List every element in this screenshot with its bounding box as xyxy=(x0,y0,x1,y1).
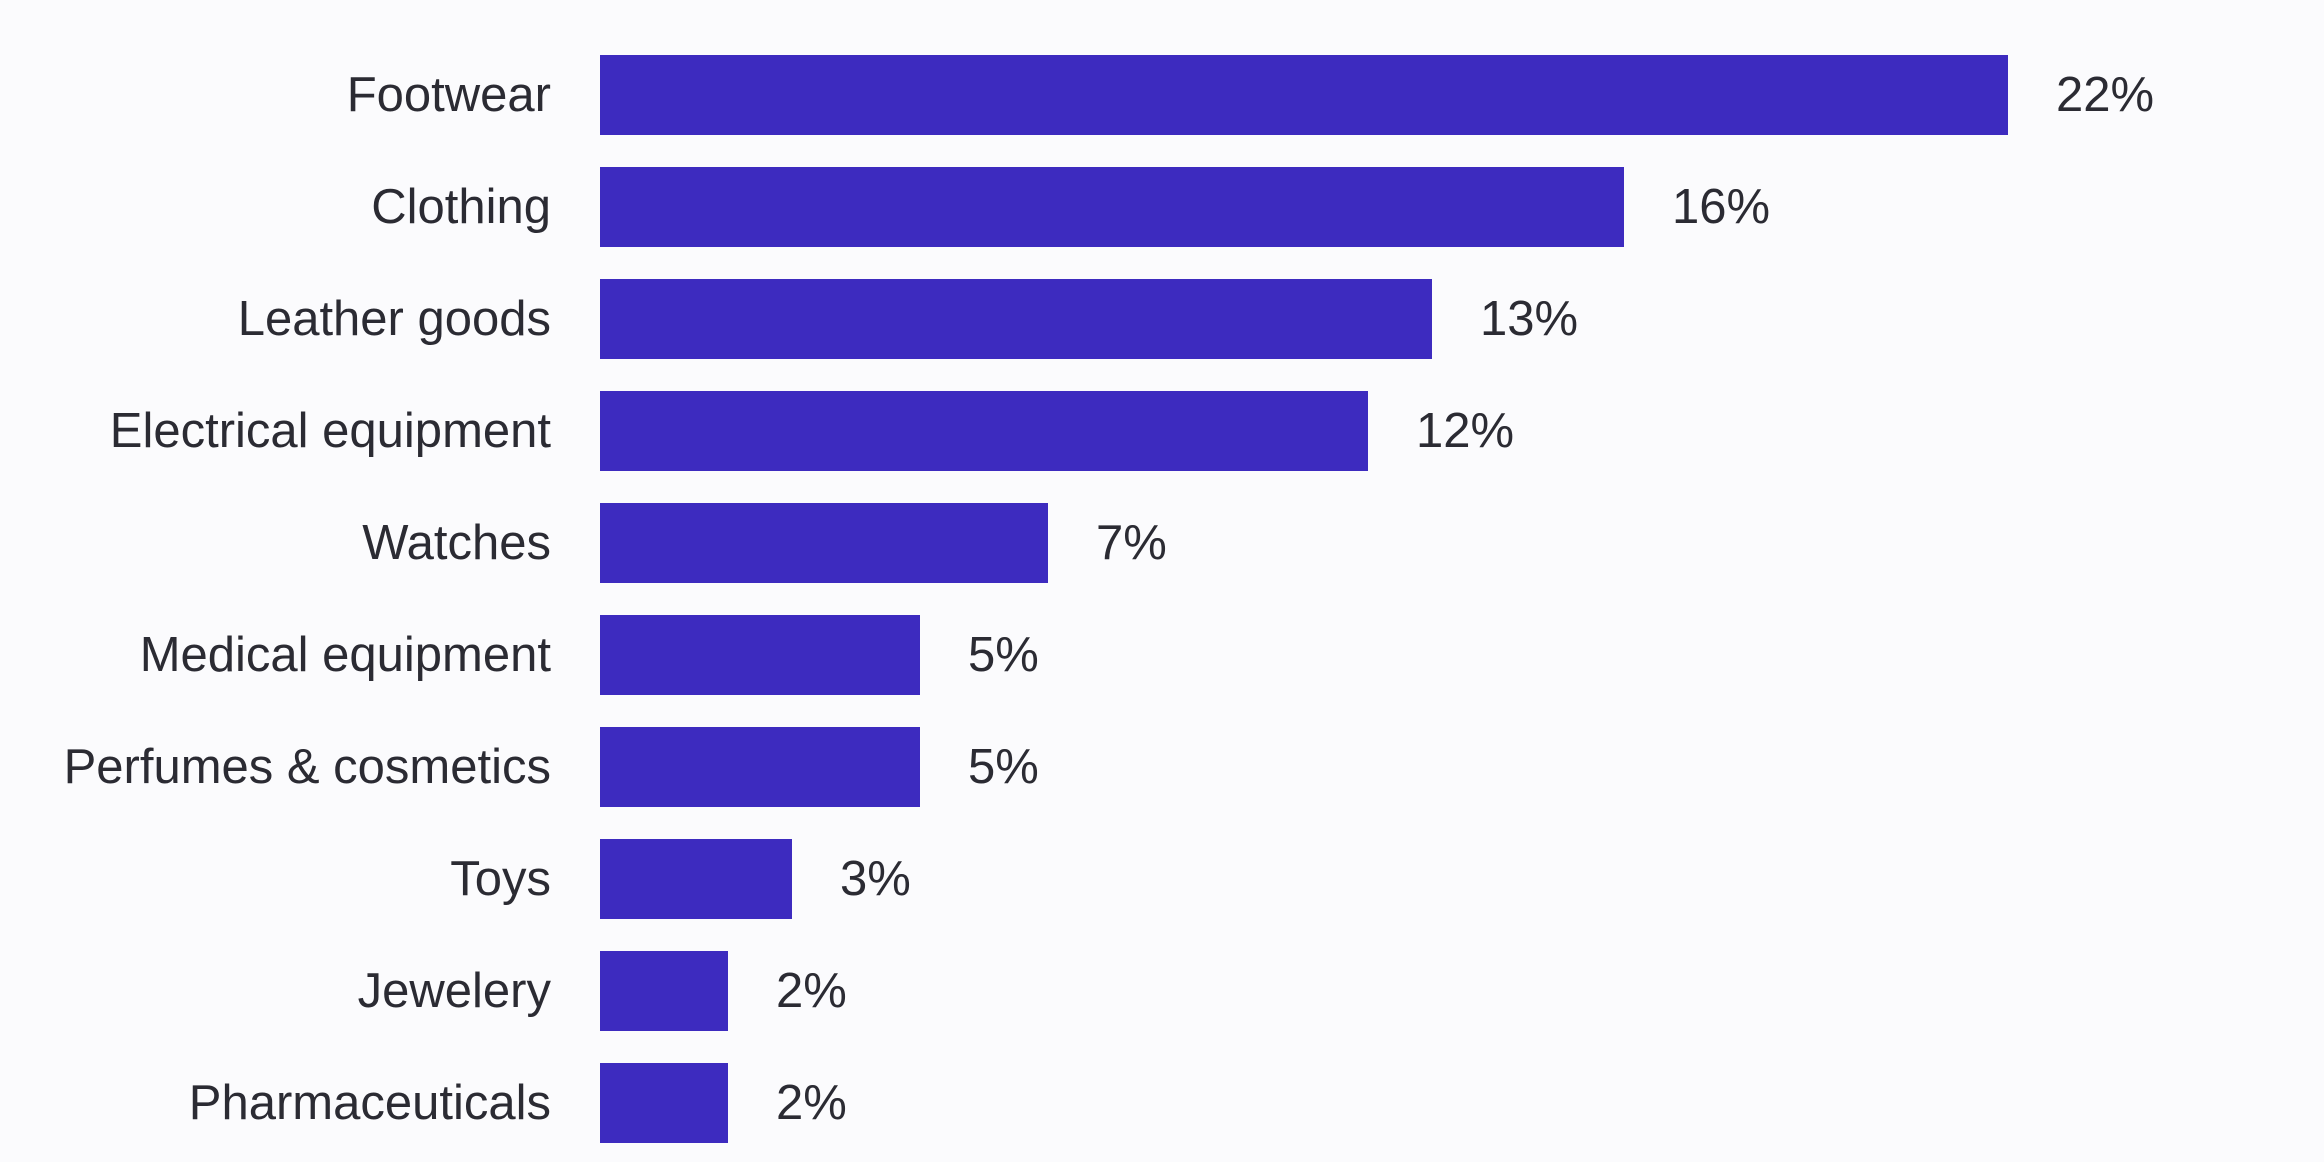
bar xyxy=(600,839,792,919)
category-label: Watches xyxy=(362,516,551,570)
value-label: 12% xyxy=(1416,404,1514,458)
category-label: Medical equipment xyxy=(140,628,552,682)
value-label: 16% xyxy=(1672,180,1770,234)
category-label: Leather goods xyxy=(238,292,551,346)
bar xyxy=(600,167,1624,247)
value-label: 2% xyxy=(776,964,847,1018)
category-label: Footwear xyxy=(347,68,551,122)
bar xyxy=(600,951,728,1031)
category-label: Pharmaceuticals xyxy=(189,1076,551,1130)
bar xyxy=(600,1063,728,1143)
value-label: 22% xyxy=(2056,68,2154,122)
bar xyxy=(600,391,1368,471)
category-label: Toys xyxy=(450,852,551,906)
bar xyxy=(600,503,1048,583)
value-label: 13% xyxy=(1480,292,1578,346)
category-label: Perfumes & cosmetics xyxy=(64,740,551,794)
bar xyxy=(600,55,2008,135)
bar xyxy=(600,727,920,807)
category-label: Clothing xyxy=(371,180,551,234)
category-label: Electrical equipment xyxy=(110,404,552,458)
bar xyxy=(600,615,920,695)
value-label: 7% xyxy=(1096,516,1167,570)
value-label: 3% xyxy=(840,852,911,906)
value-label: 2% xyxy=(776,1076,847,1130)
value-label: 5% xyxy=(968,628,1039,682)
value-label: 5% xyxy=(968,740,1039,794)
bar xyxy=(600,279,1432,359)
category-label: Jewelery xyxy=(358,964,552,1018)
